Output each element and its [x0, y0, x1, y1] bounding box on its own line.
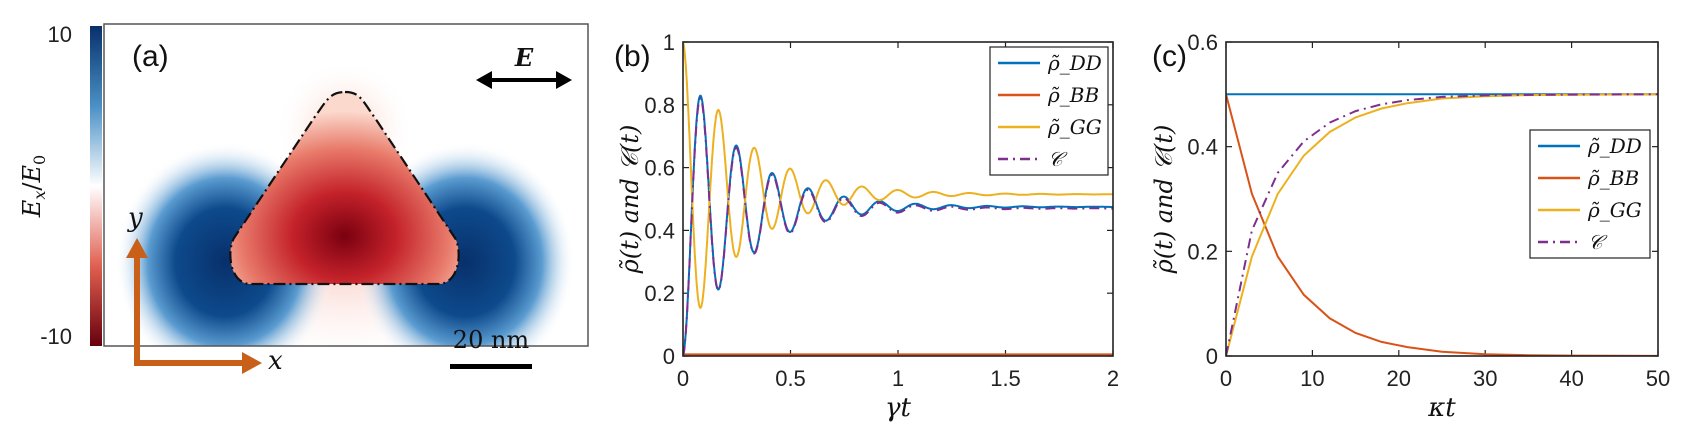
panel-label-b: (b) — [614, 40, 651, 73]
y-tick-label: 0 — [1206, 344, 1218, 369]
field-polarization-arrow: E — [476, 43, 572, 89]
b-x-axis-title: γt — [885, 393, 912, 423]
panel-label-c: (c) — [1152, 40, 1187, 73]
colorbar-title: Ex/E0 — [18, 155, 49, 218]
colorbar-min-label: -10 — [40, 324, 72, 349]
b-y-axis-title: ρ̃(t) and 𝒞(t) — [616, 125, 644, 275]
x-tick-label: 20 — [1387, 366, 1411, 391]
legend-label: ρ̃_BB — [1587, 166, 1639, 190]
legend-box — [989, 46, 1109, 176]
b-plot-area — [683, 42, 1113, 356]
x-tick-label: 0 — [677, 366, 689, 391]
y-tick-label: 0.6 — [1187, 30, 1218, 55]
legend-label: ρ̃_GG — [1587, 198, 1642, 222]
y-axis-label: y — [127, 203, 143, 233]
colorbar-max-label: 10 — [48, 22, 72, 47]
nanotriangle — [230, 92, 459, 284]
panel-b: (b) 0 0.5 1 1.5 2 0 0.2 0.4 0.6 0.8 1 γt ρ̃(t) and… — [614, 30, 1119, 423]
scale-bar-label: 20 nm — [453, 326, 530, 354]
legend-label: ρ̃_BB — [1047, 83, 1099, 107]
y-tick-label: 0.4 — [644, 218, 675, 243]
b-legend: ρ̃_DDρ̃_BBρ̃_GG𝒞 — [989, 46, 1109, 176]
series-line — [1226, 93, 1658, 356]
c-legend: ρ̃_DDρ̃_BBρ̃_GG𝒞 — [1529, 129, 1651, 259]
axes-arrows: y x — [126, 203, 283, 376]
x-tick-label: 0 — [1220, 366, 1232, 391]
x-tick-label: 30 — [1473, 366, 1497, 391]
panel-c: (c) 0 10 20 30 40 50 0 0.2 0.4 0.6 κt ρ̃(t) and 𝒞… — [1150, 30, 1670, 423]
y-tick-label: 0.6 — [644, 156, 675, 181]
x-tick-label: 50 — [1646, 366, 1670, 391]
x-axis-label: x — [268, 346, 283, 376]
x-tick-label: 0.5 — [775, 366, 806, 391]
legend-label: ρ̃_DD — [1047, 51, 1102, 75]
field-label: E — [514, 43, 534, 72]
y-tick-label: 0.2 — [644, 281, 675, 306]
panel-a: 10 -10 Ex/E0 (a) E y x 20 nm — [18, 22, 589, 376]
x-tick-label: 2 — [1107, 366, 1119, 391]
y-tick-label: 0 — [663, 344, 675, 369]
c-axes: 0 10 20 30 40 50 0 0.2 0.4 0.6 — [1187, 30, 1670, 391]
c-x-axis-title: κt — [1427, 393, 1456, 423]
b-axes: 0 0.5 1 1.5 2 0 0.2 0.4 0.6 0.8 1 — [644, 30, 1119, 391]
legend-box — [1529, 129, 1651, 259]
y-tick-label: 0.4 — [1187, 135, 1218, 160]
series-line — [683, 97, 1113, 356]
y-tick-label: 0.8 — [644, 93, 675, 118]
series-line — [683, 42, 1113, 309]
legend-label: ρ̃_GG — [1047, 115, 1102, 139]
legend-label: ρ̃_DD — [1587, 134, 1642, 158]
y-tick-label: 0.2 — [1187, 239, 1218, 264]
scale-bar — [450, 364, 532, 369]
triangle-outline — [229, 90, 460, 286]
field-map — [104, 24, 588, 346]
x-tick-label: 40 — [1559, 366, 1583, 391]
y-tick-label: 1 — [663, 30, 675, 55]
x-tick-label: 1 — [892, 366, 904, 391]
x-tick-label: 10 — [1300, 366, 1324, 391]
panel-label-a: (a) — [132, 40, 169, 73]
colorbar — [90, 26, 102, 346]
c-y-axis-title: ρ̃(t) and 𝒞(t) — [1150, 125, 1178, 275]
x-tick-label: 1.5 — [990, 366, 1021, 391]
